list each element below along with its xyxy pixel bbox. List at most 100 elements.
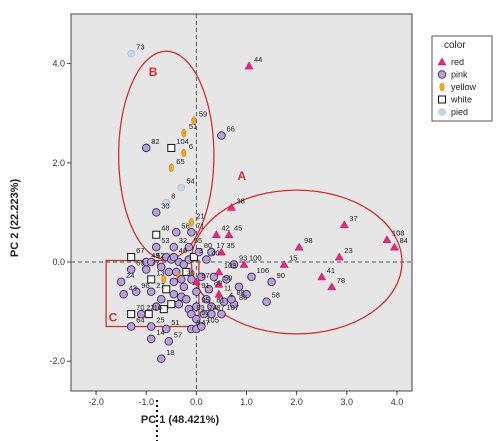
point-marker-unlabeled	[179, 282, 189, 292]
point-marker-52	[192, 314, 201, 324]
point-label-88: 88	[236, 288, 244, 297]
point-marker-91	[192, 287, 201, 297]
point-label-105: 105	[206, 316, 219, 325]
point-label-66: 66	[226, 125, 234, 134]
point-marker-96	[131, 287, 141, 297]
point-label-44: 44	[254, 55, 262, 64]
point-marker-66	[217, 131, 226, 140]
x-tick-label: 3.0	[341, 397, 354, 407]
point-marker-unlabeled	[159, 305, 168, 314]
legend-label-pink: pink	[451, 70, 468, 80]
point-label-51: 51	[189, 122, 197, 131]
point-marker-13	[147, 275, 156, 284]
point-label-18: 18	[166, 348, 174, 357]
point-marker-51	[181, 128, 187, 138]
legend-label-white: white	[450, 95, 472, 105]
point-marker-unlabeled	[234, 282, 244, 292]
point-label-78: 78	[337, 276, 345, 285]
point-label-11: 11	[224, 283, 232, 292]
point-marker-unlabeled	[157, 294, 166, 304]
legend-marker-pied	[438, 108, 446, 116]
point-marker-20	[177, 275, 186, 284]
point-marker-46	[169, 252, 179, 262]
point-marker-38	[227, 202, 236, 211]
point-marker-unlabeled	[182, 267, 191, 276]
y-tick-label: -2.0	[49, 356, 65, 366]
point-marker-50	[214, 279, 224, 288]
point-label-22: 22	[146, 303, 154, 312]
point-label-58: 58	[272, 291, 280, 300]
x-tick-label: 0.0	[190, 397, 203, 407]
point-label-60: 60	[136, 258, 144, 267]
point-marker-unlabeled	[182, 294, 191, 304]
point-marker-8	[162, 198, 171, 207]
point-marker-unlabeled	[222, 275, 231, 284]
point-marker-51	[162, 324, 171, 334]
point-marker-30	[151, 208, 161, 217]
point-marker-24	[116, 277, 126, 287]
point-label-3: 3	[199, 246, 203, 255]
point-marker-73	[127, 49, 135, 58]
point-label-42: 42	[221, 224, 229, 233]
point-label-83: 83	[196, 303, 204, 312]
point-marker-109	[214, 267, 224, 276]
point-marker-78	[327, 282, 337, 291]
point-marker-unlabeled	[169, 290, 179, 299]
point-label-25: 25	[156, 316, 164, 325]
point-label-65: 65	[176, 157, 184, 166]
point-label-30: 30	[161, 201, 169, 210]
point-label-15: 15	[289, 254, 297, 263]
point-marker-21	[188, 218, 194, 227]
y-tick-label: 4.0	[52, 59, 65, 69]
point-marker-71	[187, 228, 196, 237]
point-marker-87	[207, 309, 216, 319]
x-axis-title: PC 1 (48.421%)	[141, 414, 220, 426]
point-marker-53	[151, 242, 161, 252]
point-label-86: 86	[239, 293, 247, 302]
point-label-38: 38	[236, 196, 244, 205]
point-marker-unlabeled	[162, 285, 171, 294]
y-tick-label: 0.0	[52, 257, 65, 267]
point-marker-70	[127, 310, 136, 319]
point-marker-44	[244, 61, 254, 70]
legend-marker-white	[438, 95, 446, 104]
point-marker-14	[146, 334, 156, 344]
point-label-67: 67	[136, 246, 144, 255]
point-marker-48	[152, 230, 161, 239]
point-label-108: 108	[392, 229, 405, 238]
point-label-43: 43	[129, 283, 137, 292]
point-label-37: 37	[349, 214, 357, 223]
point-marker-88	[227, 294, 236, 304]
x-tick-label: 4.0	[391, 397, 404, 407]
point-marker-84	[390, 242, 399, 251]
point-label-96: 96	[141, 281, 149, 290]
zero-lines	[71, 14, 412, 391]
axis-ticks: -2.0 -1.0 0.0 1.0 2.0 3.0 4.0 -2.0 0.0 2.0 4.0	[49, 59, 403, 407]
point-marker-83	[187, 309, 196, 319]
legend-marker-pink	[437, 70, 447, 79]
point-label-90: 90	[277, 271, 285, 280]
point-label-17: 17	[216, 241, 224, 250]
point-label-27: 27	[156, 281, 164, 290]
legend-label-pied: pied	[451, 107, 468, 117]
point-label-45: 45	[234, 224, 242, 233]
point-label-91: 91	[201, 281, 209, 290]
point-marker-106	[247, 272, 256, 282]
point-marker-15	[279, 260, 289, 268]
point-label-70: 70	[136, 303, 144, 312]
point-marker-37	[339, 220, 349, 229]
legend-marker-yellow	[439, 82, 445, 92]
point-marker-unlabeled	[157, 262, 166, 272]
point-marker-65	[168, 163, 174, 173]
point-marker-64	[126, 322, 136, 331]
point-label-50: 50	[224, 273, 232, 282]
point-marker-unlabeled	[167, 300, 176, 309]
point-marker-100	[239, 260, 249, 268]
point-label-95: 95	[201, 296, 209, 305]
point-marker-4	[219, 297, 229, 306]
point-marker-95	[192, 302, 201, 311]
point-marker-25	[146, 322, 156, 331]
point-label-93: 93	[239, 254, 247, 263]
point-label-100: 100	[249, 254, 262, 263]
